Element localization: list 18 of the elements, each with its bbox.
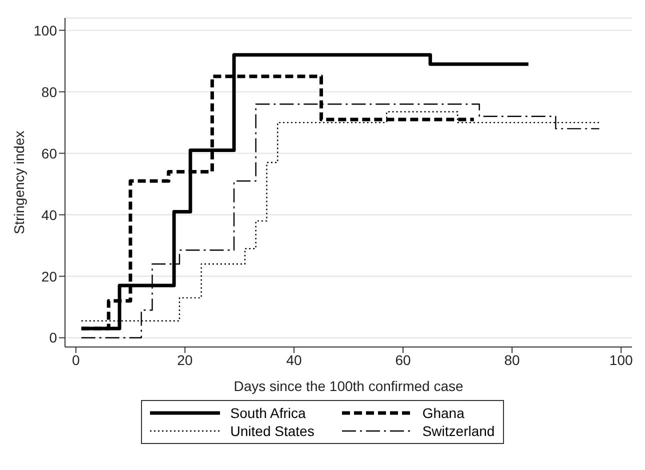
x-tick-label: 20 — [177, 352, 193, 368]
x-tick-label: 80 — [504, 352, 520, 368]
y-tick-label: 0 — [49, 330, 58, 346]
y-tick-label: 80 — [41, 84, 58, 100]
x-tick-label: 40 — [286, 352, 302, 368]
y-tick-label: 60 — [41, 145, 58, 162]
y-tick-label: 40 — [41, 206, 58, 223]
legend-label: Ghana — [422, 405, 464, 421]
x-tick-label: 0 — [72, 352, 80, 368]
y-tick-label: 100 — [34, 22, 58, 38]
x-axis-title: Days since the 100th confirmed case — [234, 378, 464, 394]
x-tick-label: 60 — [395, 352, 412, 368]
legend-label: United States — [230, 423, 314, 439]
x-tick-label: 100 — [609, 352, 633, 368]
legend-label: Switzerland — [422, 423, 495, 439]
y-axis-title: Stringency index — [10, 130, 27, 234]
y-tick-label: 20 — [41, 268, 58, 284]
legend-label: South Africa — [230, 405, 306, 421]
